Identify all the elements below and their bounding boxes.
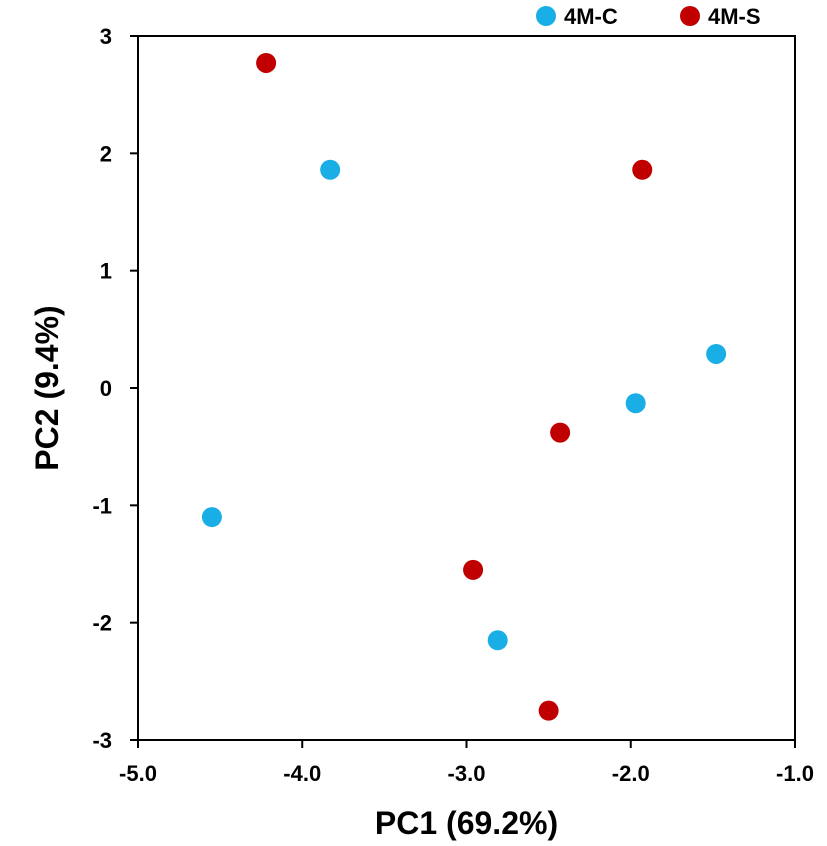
x-axis-ticks: -5.0 -4.0 -3.0 -2.0 -1.0 — [119, 740, 814, 786]
x-tick-label: -5.0 — [119, 761, 157, 786]
data-points — [201, 52, 727, 721]
data-point-4m-c — [625, 393, 646, 414]
legend-marker — [536, 6, 556, 26]
data-point-4m-s — [256, 52, 277, 73]
y-tick-label: 3 — [100, 24, 112, 49]
x-tick-label: -3.0 — [448, 761, 486, 786]
x-axis-title: PC1 (69.2%) — [375, 805, 558, 841]
legend: 4M-C 4M-S — [536, 4, 761, 29]
y-tick-label: 1 — [100, 259, 112, 284]
x-tick-label: -1.0 — [776, 761, 814, 786]
data-point-4m-c — [201, 507, 222, 528]
x-tick-label: -4.0 — [283, 761, 321, 786]
legend-label: 4M-S — [708, 4, 761, 29]
data-point-4m-c — [487, 630, 508, 651]
x-tick-label: -2.0 — [612, 761, 650, 786]
data-point-4m-s — [463, 559, 484, 580]
data-point-4m-c — [706, 343, 727, 364]
y-tick-label: -2 — [92, 611, 112, 636]
legend-label: 4M-C — [564, 4, 618, 29]
data-point-4m-c — [320, 159, 341, 180]
y-axis-ticks: 3 2 1 0 -1 -2 -3 — [92, 24, 138, 753]
plot-area-frame — [137, 35, 796, 741]
y-tick-label: 0 — [100, 376, 112, 401]
y-tick-label: 2 — [100, 141, 112, 166]
data-point-4m-s — [632, 159, 653, 180]
legend-marker — [680, 6, 700, 26]
y-tick-label: -1 — [92, 493, 112, 518]
y-axis-title: PC2 (9.4%) — [29, 305, 65, 470]
data-point-4m-s — [538, 700, 559, 721]
data-point-4m-s — [550, 422, 571, 443]
y-tick-label: -3 — [92, 728, 112, 753]
